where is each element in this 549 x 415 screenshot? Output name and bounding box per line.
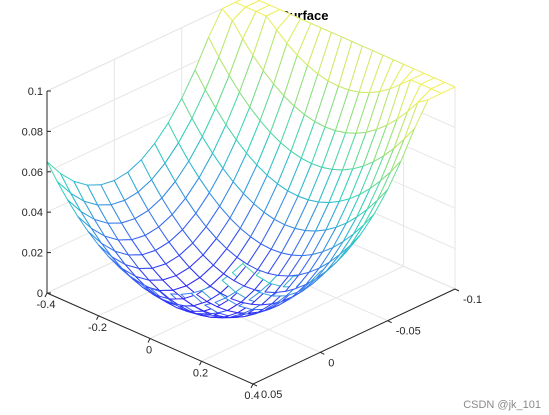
- y-axis-line: [252, 288, 456, 385]
- surface-mesh-cell: [430, 81, 456, 94]
- y-tick: [320, 351, 325, 355]
- x-tick: [44, 292, 48, 298]
- y-tick: [252, 383, 258, 387]
- y-tick: [454, 288, 460, 292]
- y-tick-label: -0.05: [396, 326, 421, 338]
- y-tick-label: 0.05: [261, 389, 282, 401]
- y-tick-label: 0: [328, 357, 334, 369]
- z-tick-label: 0.08: [22, 126, 43, 138]
- z-tick-label: 0.04: [22, 207, 43, 219]
- y-tick-label: -0.1: [463, 294, 482, 306]
- x-tick-label: 0.4: [244, 390, 259, 402]
- x-tick-label: -0.2: [88, 322, 107, 334]
- x-tick: [250, 383, 254, 389]
- z-tick-label: 0.1: [28, 86, 43, 98]
- floor-grid-line: [201, 265, 404, 362]
- box-edge: [46, 0, 242, 92]
- x-tick-label: 0: [146, 345, 152, 357]
- x-tick: [199, 361, 202, 366]
- y-tick: [387, 320, 392, 324]
- watermark: CSDN @jk_101: [463, 399, 541, 411]
- axes-3d: -0.4 -0.2 0 0.2 0.4 -0.1 -0.05 0 0.05 0 0.02 0.04 0.…: [22, 0, 482, 402]
- x-tick-label: 0.2: [193, 367, 208, 379]
- z-tick-label: 0.06: [22, 167, 43, 179]
- z-tick-label: 0.02: [22, 248, 43, 260]
- x-tick: [96, 315, 99, 320]
- z-tick-label: 0: [37, 288, 43, 300]
- x-tick: [147, 338, 151, 343]
- x-tick-label: -0.4: [37, 299, 56, 311]
